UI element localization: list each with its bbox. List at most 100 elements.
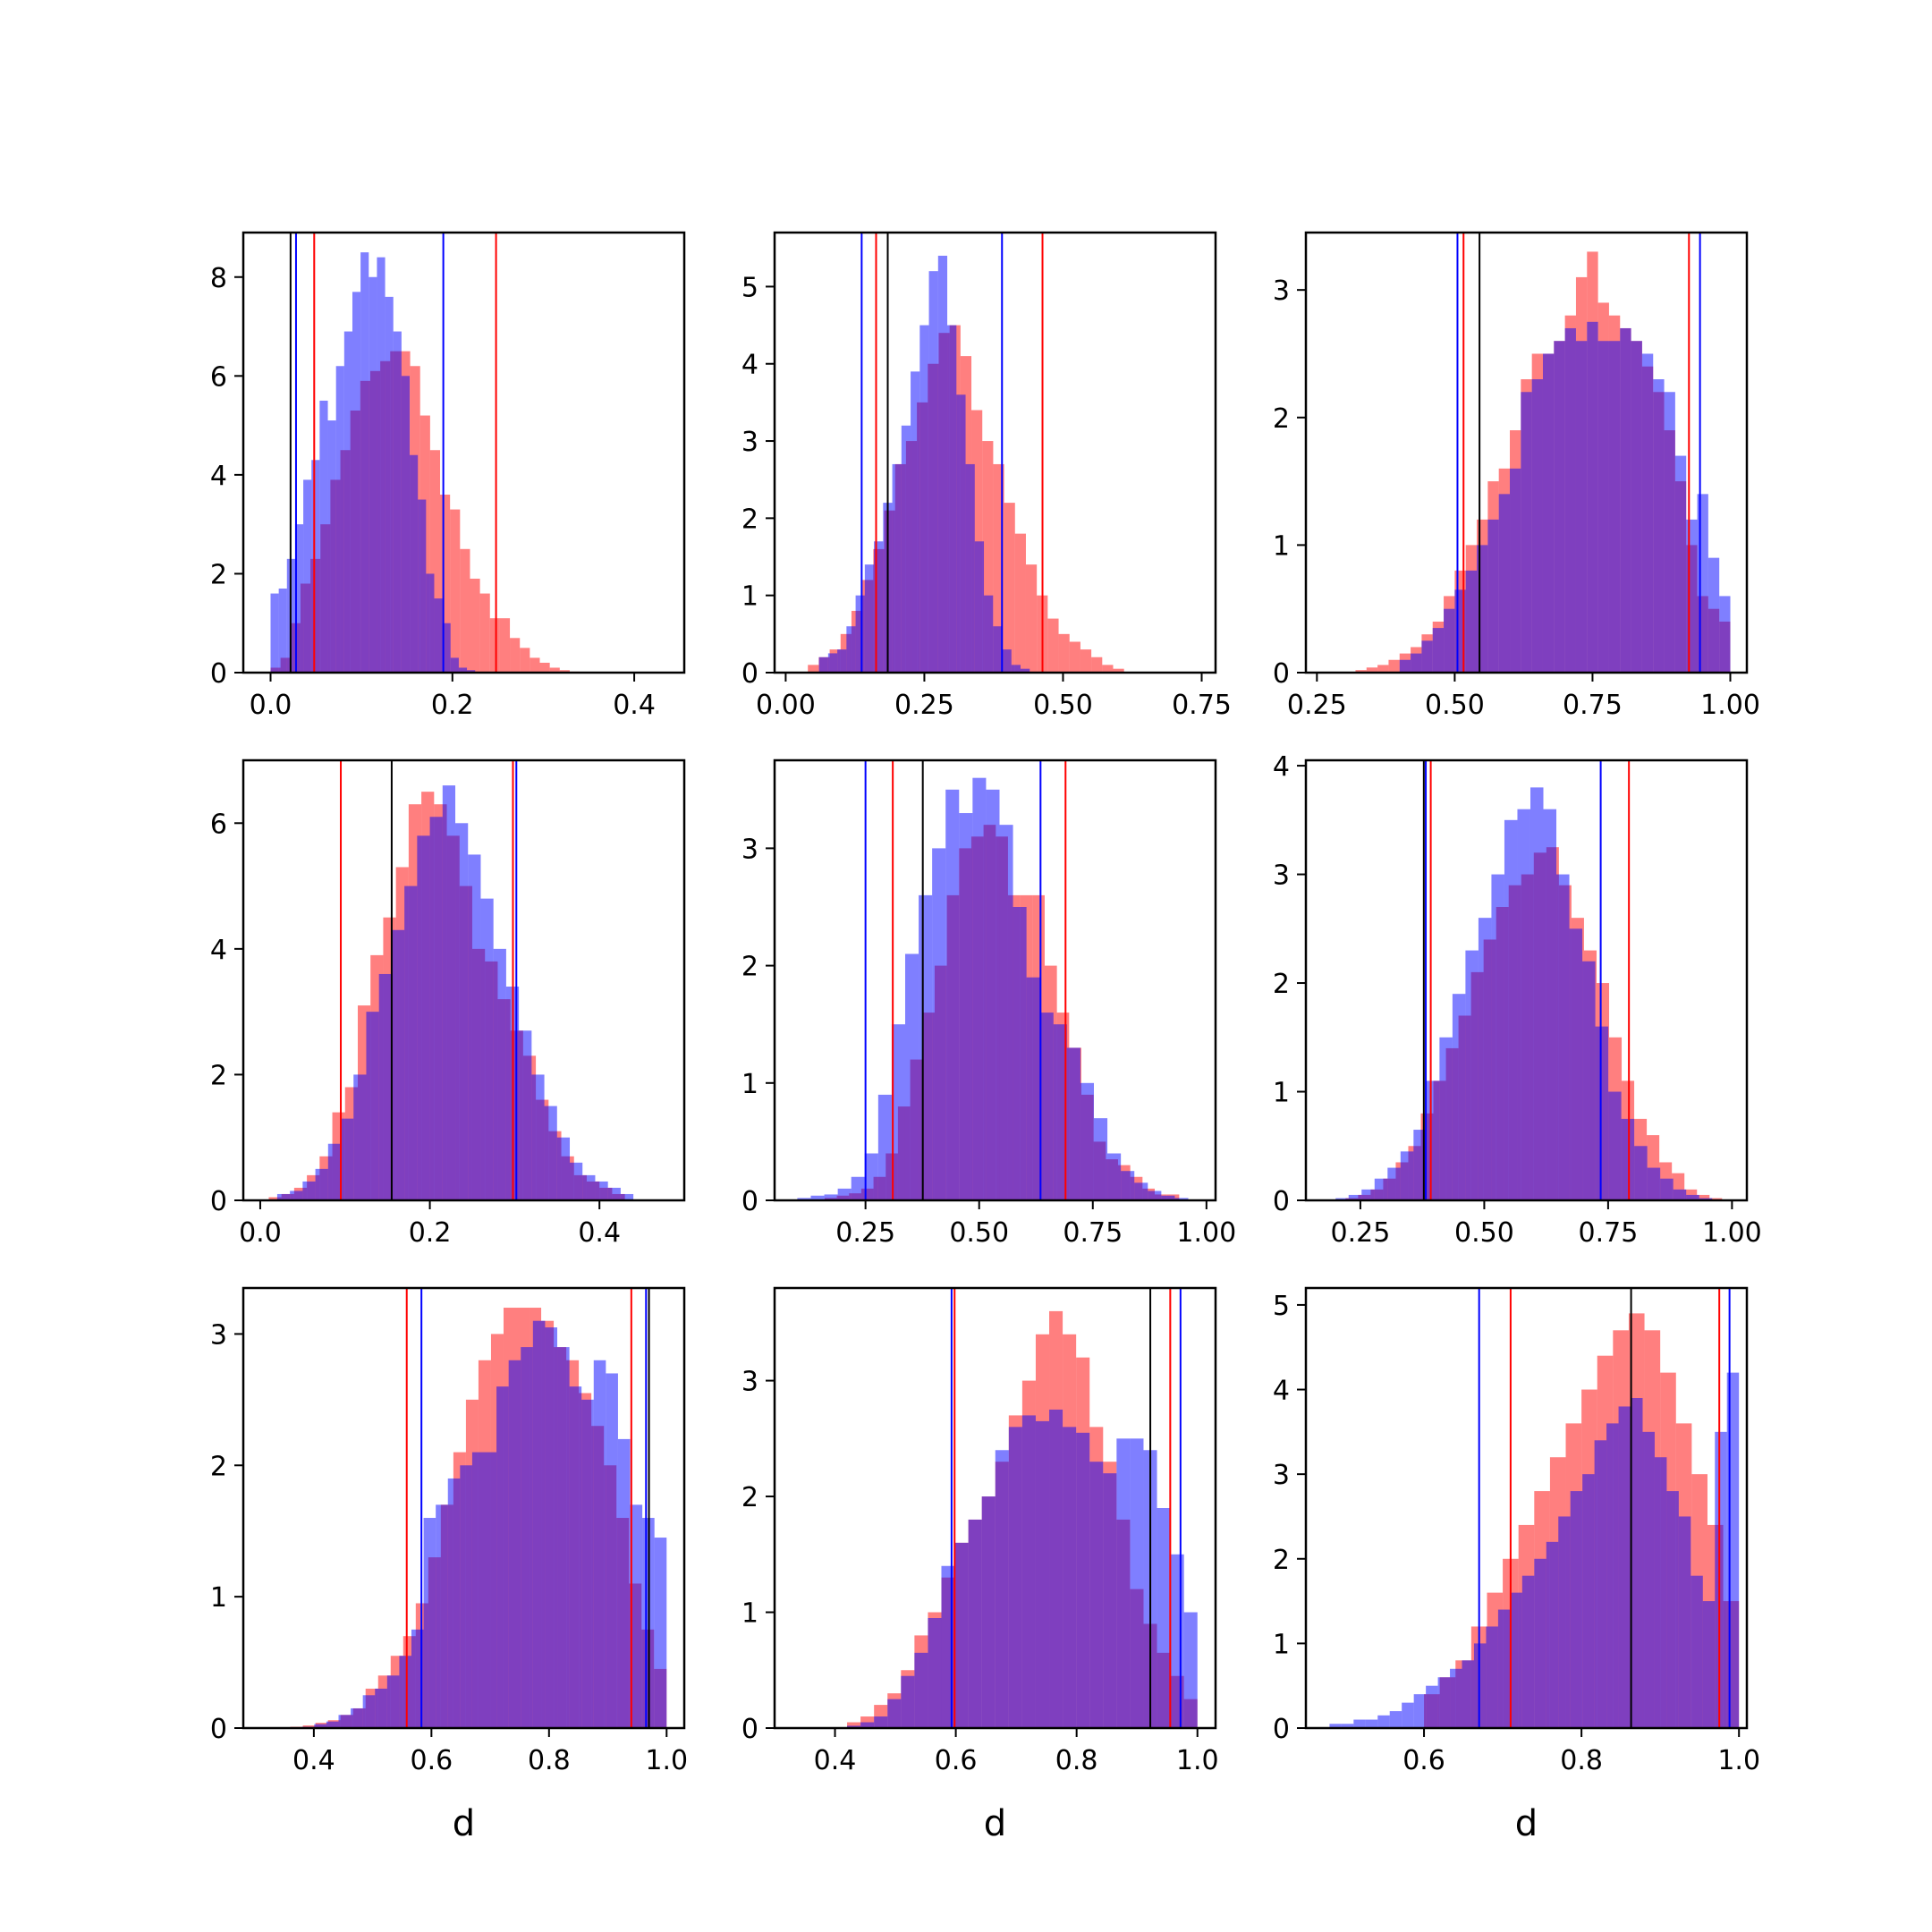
panel-8-blue-bar — [995, 1450, 1009, 1728]
panel-2-blue-bar — [1002, 649, 1012, 673]
panel-8-y-tick-label: 0 — [741, 1714, 758, 1745]
panel-4-blue-bar — [493, 948, 506, 1200]
panel-4-blue-bar — [315, 1168, 328, 1200]
panel-9-blue-bar — [1426, 1685, 1438, 1728]
panel-6-x-tick-label: 1.00 — [1702, 1217, 1762, 1249]
panel-4-blue-bar — [276, 1193, 291, 1200]
panel-2-y-tick-label: 4 — [741, 350, 758, 381]
panel-8-blue-bar — [941, 1565, 955, 1728]
panel-6-blue-bar — [1361, 1189, 1375, 1200]
panel-6-blue-bar — [1660, 1178, 1674, 1200]
panel-2-y-tick-label: 2 — [741, 504, 758, 535]
panel-7-blue-bar — [606, 1373, 618, 1728]
panel-2-blue-bar — [827, 653, 838, 673]
panel-1-frame — [242, 231, 686, 674]
panel-5-y-tick-label: 2 — [741, 952, 758, 983]
panel-7-blue-bar — [423, 1518, 436, 1728]
panel-5-blue-bar — [1148, 1191, 1162, 1200]
panel-3-blue-bar — [1498, 494, 1511, 673]
panel-3-blue-bar — [1674, 455, 1687, 673]
panel-7-blue-bar — [447, 1478, 461, 1728]
panel-3-blue-bar — [1707, 557, 1720, 673]
panel-3-blue-bar — [1510, 468, 1521, 673]
panel-3-y-tick-label: 1 — [1273, 530, 1290, 562]
panel-1-blue-bar — [467, 670, 476, 673]
panel-6-blue-bar — [1374, 1178, 1388, 1200]
panel-4-blue-bar — [455, 823, 469, 1200]
panel-8-frame — [773, 1286, 1217, 1730]
panel-3-frame — [1304, 231, 1749, 674]
panel-7-x-axis-label: d — [453, 1803, 475, 1844]
panel-2-blue-bar — [1021, 668, 1030, 673]
panel-6-blue-bar — [1686, 1194, 1699, 1200]
panel-6-x-tick-label: 0.25 — [1331, 1217, 1391, 1249]
panel-5-blue-bar — [932, 848, 946, 1200]
panel-9: 0.6 0.8 1.0 0 1 2 3 4 5 d — [1273, 1286, 1760, 1844]
panel-5-blue-bar — [919, 894, 933, 1200]
panel-4-x-tick-label: 0.4 — [578, 1217, 621, 1249]
panel-1-blue-bar — [458, 667, 468, 673]
panel-2-blue-bar — [911, 371, 920, 673]
panel-3-y-tick-label: 0 — [1273, 658, 1290, 690]
panel-8-x-tick-label: 0.4 — [814, 1745, 857, 1776]
panel-2-plot-area — [808, 233, 1124, 673]
panel-8-y-tick-label: 2 — [741, 1482, 758, 1513]
panel-1-blue-bar — [450, 657, 459, 673]
panel-9-y-tick-label: 5 — [1273, 1291, 1290, 1322]
panel-4-blue-bar — [404, 886, 418, 1200]
panel-1-blue-bar — [270, 593, 279, 673]
panel-8-blue-bar — [914, 1652, 928, 1728]
panel-2-blue-bar — [956, 394, 966, 673]
panel-5-blue-bar — [1013, 907, 1027, 1200]
panel-8-blue-bar — [1103, 1473, 1117, 1728]
panel-7-blue-bar — [593, 1360, 606, 1728]
panel-7-blue-bar — [399, 1656, 411, 1728]
panel-1-blue-bar — [418, 499, 427, 673]
panel-7-x-tick-label: 0.4 — [292, 1745, 335, 1776]
panel-6-y-tick-label: 3 — [1273, 860, 1290, 892]
panel-1-red-bar — [520, 648, 530, 673]
panel-1: 0.0 0.2 0.4 0 2 4 6 8 — [210, 231, 686, 721]
panel-2: 0.00 0.25 0.50 0.75 0 1 2 3 4 5 — [741, 231, 1232, 721]
panel-2-blue-bar — [874, 541, 884, 673]
panel-2-blue-bar — [974, 541, 985, 673]
panel-7-blue-bar — [617, 1438, 631, 1728]
panel-9-y-tick-label: 3 — [1273, 1460, 1290, 1491]
panel-1-blue-bar — [319, 400, 328, 673]
panel-5-blue-bar — [1039, 1013, 1054, 1200]
panel-3-blue-bar — [1564, 327, 1576, 673]
panel-4-blue-bar — [302, 1181, 316, 1200]
panel-2-red-bar — [808, 665, 819, 673]
panel-1-red-bar — [559, 670, 570, 673]
panel-1-red-bar — [510, 638, 521, 673]
panel-4-blue-bar — [442, 785, 456, 1200]
panel-1-x-tick-label: 0.4 — [613, 690, 656, 721]
panel-9-blue-bar — [1546, 1541, 1559, 1728]
panel-5-blue-bar — [1107, 1153, 1122, 1200]
panel-5-blue-bar — [877, 1094, 892, 1200]
panel-9-blue-bar — [1486, 1626, 1498, 1728]
panel-9-blue-bar — [1606, 1423, 1619, 1728]
panel-4-blue-bar — [531, 1074, 545, 1200]
panel-6-blue-bar — [1491, 874, 1504, 1200]
panel-3-blue-bar — [1444, 608, 1455, 673]
panel-4-y-tick-label: 0 — [210, 1186, 227, 1217]
panel-6-y-tick-label: 0 — [1273, 1186, 1290, 1217]
panel-3-blue-bar — [1542, 353, 1555, 673]
panel-2-blue-bar — [1011, 665, 1021, 673]
panel-5-blue-bar — [1026, 977, 1040, 1200]
panel-3-plot-area — [1355, 233, 1731, 673]
panel-5-frame — [773, 758, 1217, 1202]
panel-7-x-tick-label: 0.8 — [528, 1745, 571, 1776]
panel-3-blue-bar — [1531, 379, 1543, 673]
panel-6-blue-bar — [1452, 994, 1466, 1200]
panel-6-frame — [1304, 758, 1749, 1202]
panel-7-blue-bar — [581, 1399, 594, 1728]
panel-9-blue-bar — [1462, 1660, 1474, 1728]
panel-1-blue-bar — [385, 296, 394, 673]
panel-5-blue-bar — [904, 953, 919, 1200]
panel-5-blue-bar — [1161, 1195, 1175, 1200]
panel-5-blue-bar — [972, 777, 987, 1200]
panel-4-blue-bar — [353, 1074, 367, 1200]
